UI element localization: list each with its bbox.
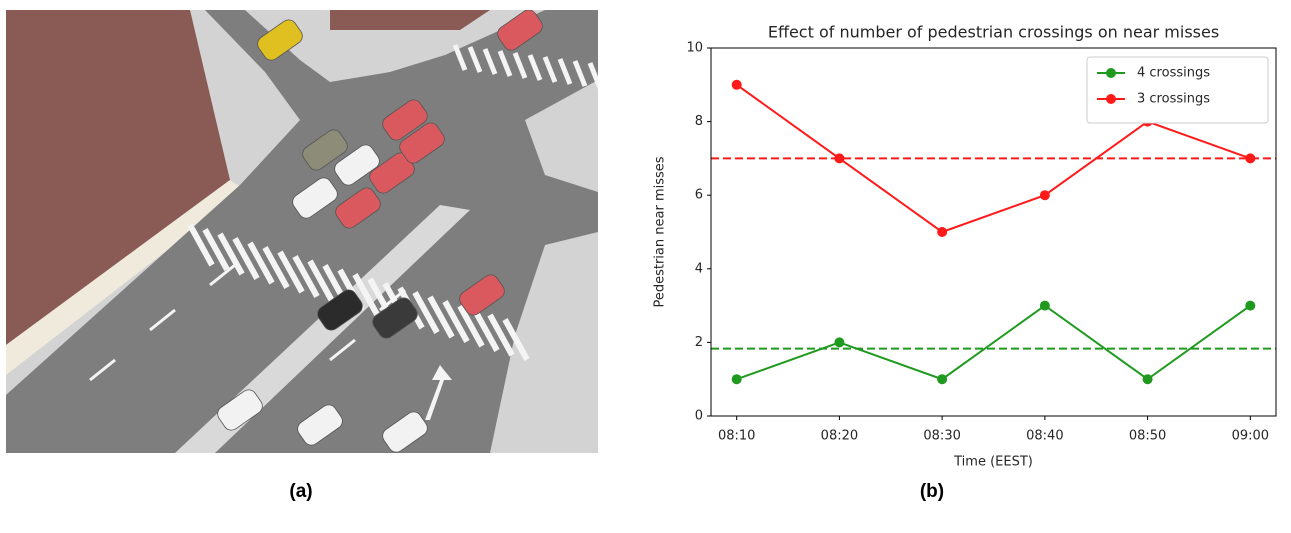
point [1040, 190, 1050, 200]
intersection-render [6, 7, 600, 456]
legend-label: 3 crossings [1137, 92, 1210, 107]
x-tick-label: 08:50 [1129, 429, 1166, 444]
y-tick-label: 4 [695, 261, 703, 276]
x-tick-label: 08:30 [923, 429, 960, 444]
point [834, 337, 844, 347]
point [732, 374, 742, 384]
point [732, 80, 742, 90]
point [1245, 301, 1255, 311]
legend-marker [1106, 94, 1116, 104]
x-tick-label: 08:10 [718, 429, 755, 444]
chart-title: Effect of number of pedestrian crossings… [768, 23, 1219, 42]
point [1143, 374, 1153, 384]
y-tick-label: 0 [695, 409, 703, 424]
y-tick-label: 2 [695, 335, 703, 350]
x-tick-label: 09:00 [1232, 429, 1269, 444]
y-tick-label: 8 [695, 114, 703, 129]
y-tick-label: 6 [695, 188, 703, 203]
point [937, 227, 947, 237]
point [937, 374, 947, 384]
point [834, 153, 844, 163]
x-tick-label: 08:20 [821, 429, 858, 444]
point [1040, 301, 1050, 311]
caption: (b) [920, 481, 944, 502]
x-axis-label: Time (EEST) [953, 455, 1033, 470]
y-axis-label: Pedestrian near misses [653, 156, 668, 307]
series-line [737, 306, 1251, 380]
y-tick-label: 10 [686, 41, 703, 56]
chart: Effect of number of pedestrian crossings… [653, 23, 1277, 470]
legend-marker [1106, 68, 1116, 78]
caption: (a) [289, 481, 312, 502]
point [1245, 153, 1255, 163]
x-tick-label: 08:40 [1026, 429, 1063, 444]
figure: (a) (b) Effect of number of pedestrian c… [0, 0, 1291, 529]
legend-label: 4 crossings [1137, 66, 1210, 81]
